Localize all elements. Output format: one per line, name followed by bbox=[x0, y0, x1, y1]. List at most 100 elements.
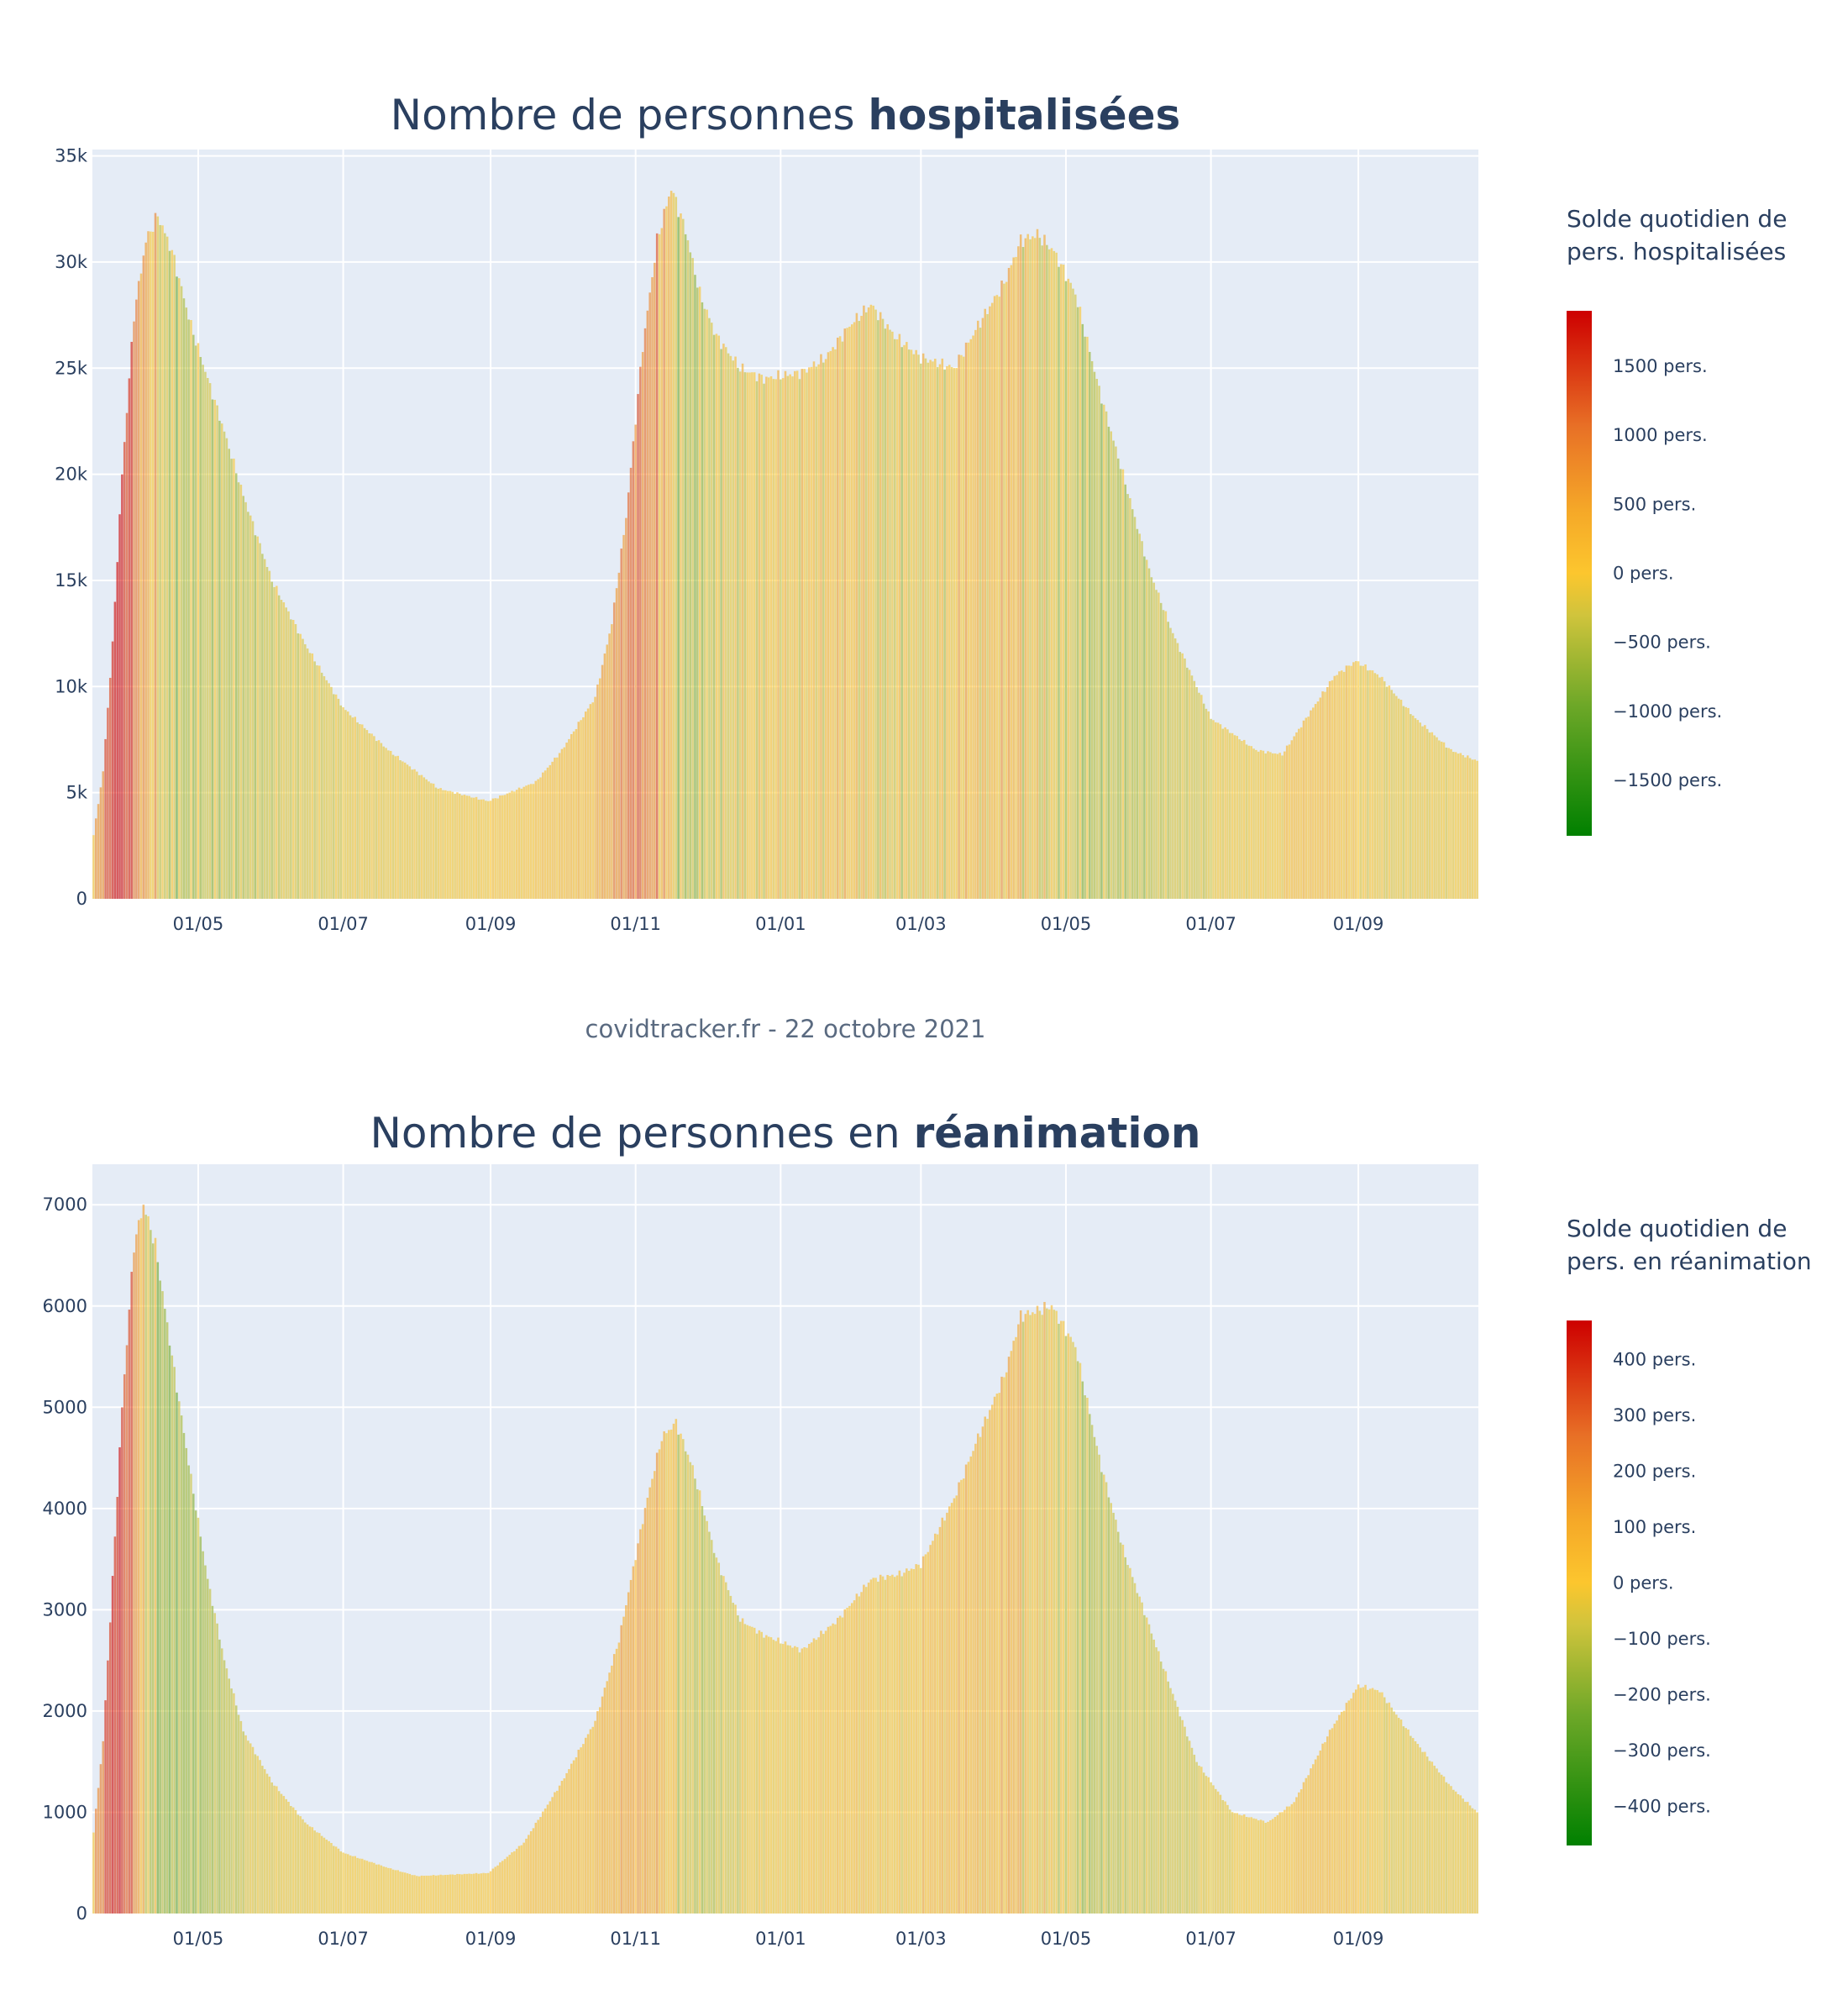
bar bbox=[738, 371, 742, 899]
bar bbox=[1345, 665, 1348, 899]
bar bbox=[1210, 718, 1212, 899]
bar bbox=[159, 1280, 161, 1914]
bar bbox=[508, 792, 511, 899]
bar bbox=[1433, 735, 1436, 899]
bar bbox=[953, 368, 956, 899]
bar bbox=[906, 342, 908, 899]
bar bbox=[784, 1641, 787, 1914]
bar bbox=[111, 641, 114, 899]
bar bbox=[1090, 361, 1094, 900]
bar bbox=[660, 1441, 664, 1914]
bar bbox=[615, 1648, 618, 1914]
bar bbox=[943, 1520, 946, 1914]
bar bbox=[582, 717, 585, 899]
bar bbox=[394, 756, 397, 899]
bar bbox=[277, 1791, 281, 1914]
bar bbox=[798, 1652, 801, 1914]
bar bbox=[1255, 1819, 1257, 1914]
bar bbox=[154, 213, 157, 900]
bar bbox=[1285, 745, 1289, 899]
x-tick-label: 01/01 bbox=[755, 1929, 806, 1949]
bar bbox=[437, 788, 440, 899]
bar bbox=[698, 1490, 701, 1914]
bar bbox=[634, 1560, 637, 1914]
bar bbox=[150, 1230, 152, 1914]
bar bbox=[549, 1801, 552, 1914]
bar bbox=[589, 704, 592, 899]
bar bbox=[646, 1498, 649, 1914]
bar bbox=[864, 312, 868, 899]
bar bbox=[1373, 673, 1377, 899]
bar bbox=[276, 1786, 278, 1914]
bar bbox=[560, 748, 564, 899]
x-tick-label: 01/09 bbox=[1333, 1929, 1384, 1949]
bar bbox=[1357, 1684, 1360, 1914]
bar bbox=[781, 378, 785, 899]
bar bbox=[349, 715, 352, 899]
bar bbox=[123, 1374, 126, 1914]
bar bbox=[1026, 234, 1029, 899]
bar bbox=[375, 1864, 378, 1914]
bar bbox=[708, 318, 711, 899]
bar bbox=[211, 399, 214, 899]
bar bbox=[1193, 1754, 1196, 1914]
bar bbox=[318, 665, 321, 899]
bar bbox=[712, 334, 716, 899]
bar bbox=[1362, 665, 1365, 899]
bar bbox=[1273, 753, 1277, 899]
bar bbox=[950, 367, 953, 900]
bar bbox=[1319, 697, 1322, 899]
bar bbox=[696, 1488, 699, 1914]
bar bbox=[130, 341, 133, 899]
bar bbox=[411, 1875, 413, 1914]
bar bbox=[1152, 582, 1155, 899]
bar bbox=[463, 1873, 466, 1914]
chart-title-reanimation: Nombre de personnes en réanimation bbox=[370, 1109, 1201, 1158]
bar bbox=[420, 774, 423, 899]
bar bbox=[554, 757, 556, 899]
bar bbox=[611, 624, 613, 899]
bar bbox=[608, 633, 611, 899]
bar bbox=[1299, 727, 1303, 899]
bar bbox=[1100, 403, 1103, 899]
bar bbox=[194, 345, 197, 899]
bar bbox=[1457, 753, 1460, 899]
bar bbox=[1224, 1801, 1226, 1914]
bar bbox=[582, 1744, 585, 1914]
bar bbox=[1247, 745, 1251, 899]
bar bbox=[893, 339, 896, 899]
bar bbox=[256, 1756, 259, 1914]
bar bbox=[669, 191, 673, 899]
bar bbox=[848, 326, 851, 899]
bar bbox=[1307, 717, 1310, 899]
bar bbox=[962, 356, 965, 899]
bar bbox=[834, 1624, 837, 1914]
bars bbox=[92, 191, 1478, 900]
bar bbox=[102, 1740, 105, 1914]
bar bbox=[1055, 252, 1058, 899]
bar bbox=[886, 1574, 889, 1914]
bar bbox=[199, 1536, 202, 1914]
bar bbox=[1262, 1820, 1265, 1914]
bar bbox=[934, 359, 937, 899]
bar bbox=[691, 1465, 694, 1914]
bar bbox=[1328, 1730, 1331, 1914]
bar bbox=[1290, 740, 1294, 899]
bar bbox=[387, 750, 390, 899]
bar bbox=[1410, 714, 1412, 899]
bar bbox=[328, 683, 330, 899]
bar bbox=[168, 250, 171, 899]
bar bbox=[993, 296, 996, 899]
bar bbox=[1257, 1820, 1260, 1914]
bar bbox=[1032, 236, 1034, 900]
bar bbox=[1447, 748, 1450, 899]
bar bbox=[1264, 753, 1267, 899]
bar bbox=[113, 601, 117, 899]
bar bbox=[1333, 675, 1336, 899]
bar bbox=[261, 1766, 264, 1914]
bar bbox=[841, 1617, 844, 1914]
bar bbox=[1362, 1687, 1365, 1914]
y-tick-label: 20k bbox=[55, 465, 88, 485]
bar bbox=[812, 361, 816, 899]
bar bbox=[808, 1644, 811, 1914]
